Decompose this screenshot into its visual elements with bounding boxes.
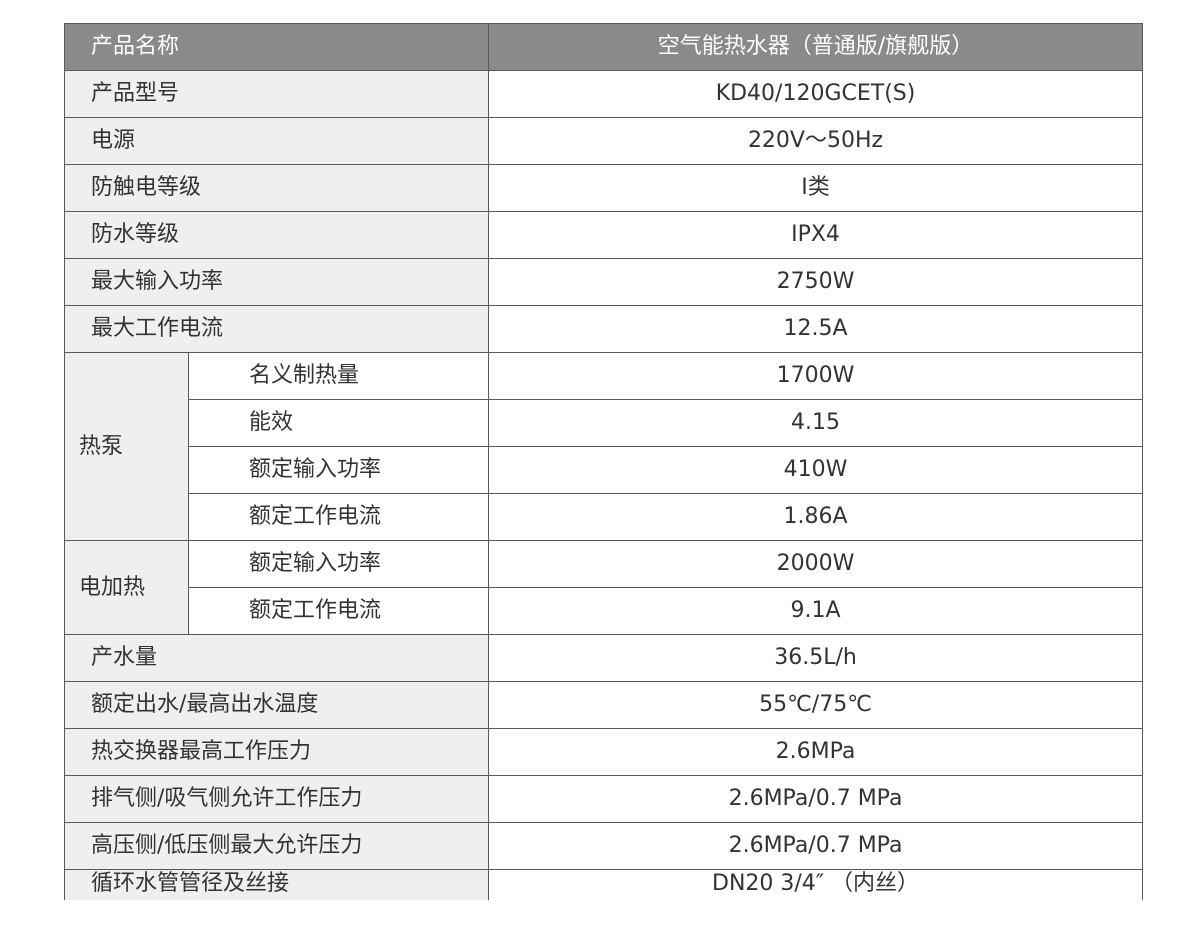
spec-table: 产品名称 空气能热水器（普通版/旗舰版） 产品型号 KD40/120GCET(S…: [63, 23, 1144, 900]
row-label: 防水等级: [63, 211, 490, 259]
row-value: 2.6MPa/0.7 MPa: [488, 822, 1144, 870]
row-value: 4.15: [488, 399, 1144, 447]
table-row: 最大工作电流 12.5A: [63, 305, 1144, 353]
header-value: 空气能热水器（普通版/旗舰版）: [488, 23, 1144, 71]
row-label: 高压侧/低压侧最大允许压力: [63, 822, 490, 870]
table-row: 额定工作电流 1.86A: [65, 493, 1144, 541]
row-label: 排气侧/吸气侧允许工作压力: [63, 775, 490, 823]
row-label: 产水量: [63, 634, 490, 682]
sub-label: 能效: [187, 399, 490, 447]
table-row: 能效 4.15: [65, 399, 1144, 447]
table-row: 产水量 36.5L/h: [63, 634, 1144, 682]
row-value: 410W: [488, 446, 1144, 494]
table-row: 排气侧/吸气侧允许工作压力 2.6MPa/0.7 MPa: [63, 775, 1144, 823]
group-label-electric-heating: 电加热: [64, 540, 189, 635]
row-value: 1.86A: [488, 493, 1144, 541]
table-row: 防水等级 IPX4: [63, 211, 1144, 259]
row-value: IPX4: [488, 211, 1144, 259]
table-row: 热泵 名义制热量 1700W: [64, 352, 1144, 541]
row-label: 热交换器最高工作压力: [63, 728, 490, 776]
sub-label: 额定工作电流: [187, 493, 490, 541]
row-label: 产品型号: [63, 70, 490, 118]
row-value: 2.6MPa/0.7 MPa: [488, 775, 1144, 823]
row-label: 防触电等级: [63, 164, 490, 212]
row-label: 额定出水/最高出水温度: [63, 681, 490, 729]
table-row: 高压侧/低压侧最大允许压力 2.6MPa/0.7 MPa: [63, 822, 1144, 870]
sub-label: 名义制热量: [187, 352, 490, 400]
table-row: 产品型号 KD40/120GCET(S): [63, 70, 1144, 118]
row-value: 220V～50Hz: [488, 117, 1144, 165]
row-value: 9.1A: [488, 587, 1144, 635]
table-row: 防触电等级 Ⅰ类: [63, 164, 1144, 212]
table-row: 额定工作电流 9.1A: [65, 587, 1144, 635]
row-label: 最大工作电流: [63, 305, 490, 353]
row-value: 2.6MPa: [488, 728, 1144, 776]
group-label-heat-pump: 热泵: [64, 352, 189, 541]
row-label: 最大输入功率: [63, 258, 490, 306]
row-value: 12.5A: [488, 305, 1144, 353]
row-label: 电源: [63, 117, 490, 165]
row-value: DN20 3/4″ （内丝）: [488, 869, 1144, 900]
table-row: 电加热 额定输入功率 2000W: [64, 540, 1144, 635]
row-value: KD40/120GCET(S): [488, 70, 1144, 118]
row-value: 55℃/75℃: [488, 681, 1144, 729]
header-label: 产品名称: [63, 23, 490, 71]
row-value: 1700W: [488, 352, 1144, 400]
row-value: 36.5L/h: [488, 634, 1144, 682]
table-header-row: 产品名称 空气能热水器（普通版/旗舰版）: [63, 23, 1144, 71]
row-value: Ⅰ类: [488, 164, 1144, 212]
sub-label: 额定输入功率: [187, 446, 490, 494]
row-label: 循环水管管径及丝接: [63, 869, 490, 900]
sub-label: 额定输入功率: [187, 540, 490, 588]
table-row: 热交换器最高工作压力 2.6MPa: [63, 728, 1144, 776]
sub-label: 额定工作电流: [187, 587, 490, 635]
table-row: 额定出水/最高出水温度 55℃/75℃: [63, 681, 1144, 729]
row-value: 2750W: [488, 258, 1144, 306]
table-row: 最大输入功率 2750W: [63, 258, 1144, 306]
table-row: 循环水管管径及丝接 DN20 3/4″ （内丝）: [63, 869, 1144, 900]
table-row: 额定输入功率 410W: [65, 446, 1144, 494]
row-value: 2000W: [488, 540, 1144, 588]
table-row: 电源 220V～50Hz: [63, 117, 1144, 165]
